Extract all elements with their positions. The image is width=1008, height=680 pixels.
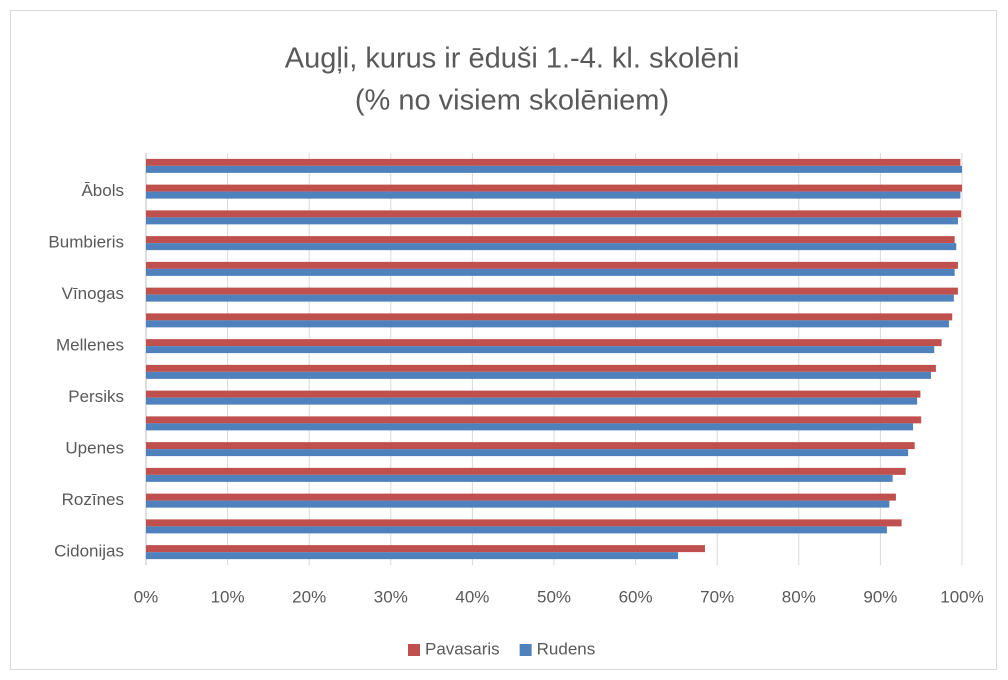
bar: [146, 519, 902, 527]
x-tick-label: 50%: [537, 587, 571, 606]
x-tick-label: 90%: [863, 587, 897, 606]
y-tick-label: Cidonijas: [54, 542, 124, 561]
legend-swatch: [408, 644, 420, 656]
bar: [146, 294, 954, 302]
bar: [146, 217, 958, 225]
bar: [146, 184, 962, 192]
y-tick-label: Vīnogas: [62, 284, 124, 303]
bar: [146, 442, 915, 450]
bar: [146, 397, 918, 405]
x-tick-label: 80%: [782, 587, 816, 606]
bar: [146, 416, 922, 424]
bar: [146, 364, 936, 372]
y-tick-label: Rozīnes: [62, 490, 124, 509]
bar: [146, 268, 955, 276]
bar: [146, 552, 679, 560]
bar: [146, 346, 935, 354]
y-tick-label: Ābols: [81, 181, 124, 200]
x-tick-label: 60%: [619, 587, 653, 606]
legend-label: Pavasaris: [425, 639, 500, 658]
bar: [146, 371, 931, 379]
legend-swatch: [519, 644, 532, 656]
chart-subtitle: (% no visiem skolēniem): [355, 85, 669, 117]
bar: [146, 210, 962, 218]
x-tick-label: 0%: [134, 587, 159, 606]
x-tick-label: 20%: [292, 587, 326, 606]
legend-label: Rudens: [537, 639, 596, 658]
bar: [146, 165, 962, 173]
bar: [146, 243, 957, 251]
x-tick-label: 30%: [374, 587, 408, 606]
bar: [146, 526, 887, 534]
bar: [146, 261, 958, 269]
bar: [146, 449, 909, 457]
bar: [146, 339, 942, 347]
chart-title: Augļi, kurus ir ēduši 1.-4. kl. skolēni: [285, 43, 740, 75]
bar: [146, 493, 896, 501]
x-tick-label: 40%: [455, 587, 489, 606]
x-tick-label: 70%: [700, 587, 734, 606]
bar: [146, 236, 955, 244]
y-tick-label: Bumbieris: [48, 233, 124, 252]
y-tick-label: Mellenes: [56, 336, 124, 355]
bar: [146, 287, 958, 295]
y-tick-label: Persiks: [68, 387, 124, 406]
bar: [146, 320, 949, 328]
bar: [146, 158, 961, 166]
bar: [146, 390, 921, 398]
bar: [146, 500, 890, 508]
x-tick-label: 10%: [211, 587, 245, 606]
bar: [146, 423, 914, 431]
bar: [146, 191, 961, 199]
bar: [146, 545, 705, 553]
bar: [146, 474, 893, 482]
bar: [146, 467, 906, 475]
bar: [146, 313, 953, 321]
x-tick-label: 100%: [940, 587, 983, 606]
y-tick-label: Upenes: [65, 439, 124, 458]
